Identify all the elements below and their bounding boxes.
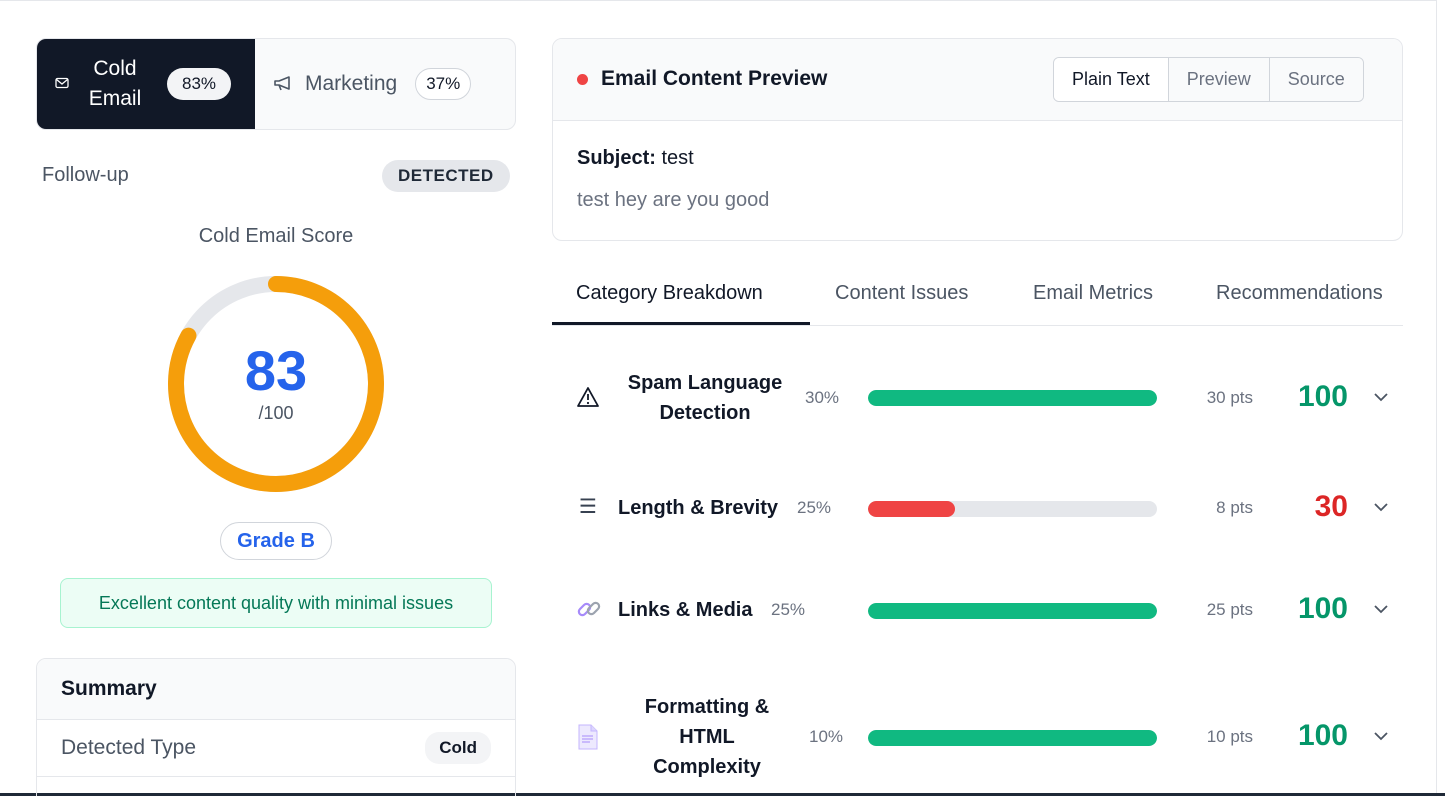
type-option-percent: 37% — [415, 68, 472, 100]
category-row[interactable]: Links & Media 25% 25 pts 100 — [552, 580, 1403, 640]
list-icon: ☰ — [579, 496, 597, 518]
followup-status-badge: DETECTED — [382, 160, 510, 192]
category-weight: 25% — [771, 600, 806, 619]
category-weight: 10% — [809, 727, 844, 746]
category-progress-fill — [868, 603, 1157, 619]
status-dot — [577, 74, 588, 85]
category-name: Length & Brevity — [618, 497, 779, 519]
category-weight: 30% — [805, 388, 840, 407]
summary-row-value: Cold — [425, 732, 491, 764]
chevron-down-icon[interactable] — [1373, 496, 1389, 517]
category-row[interactable]: ☰ Length & Brevity 25% 8 pts 30 — [552, 478, 1403, 538]
category-name: Links & Media — [618, 599, 753, 621]
score-value: 83 — [244, 339, 308, 402]
category-progress-track — [868, 730, 1157, 746]
score-gauge — [168, 276, 384, 492]
category-progress-track — [868, 390, 1157, 406]
category-row[interactable]: Formatting & HTML Complexity 10% 10 pts … — [552, 690, 1403, 786]
active-tab-indicator — [552, 322, 810, 325]
score-title: Cold Email Score — [198, 225, 354, 247]
email-subject: Subject: test — [577, 147, 694, 170]
category-name: Spam Language Detection — [627, 372, 783, 424]
type-option-label: Marketing — [305, 72, 398, 95]
category-score: 100 — [1297, 719, 1348, 752]
view-mode-toggle: Plain Text Preview Source — [1053, 57, 1364, 102]
category-points: 25 pts — [1206, 600, 1253, 619]
category-score: 30 — [1314, 490, 1348, 523]
category-progress-fill — [868, 390, 1157, 406]
email-type-switch: Cold Email 83% Marketing 37% — [36, 38, 516, 130]
type-option-cold-email[interactable]: Cold Email 83% — [37, 39, 255, 129]
megaphone-icon — [273, 74, 291, 95]
summary-title: Summary — [37, 659, 515, 720]
tab-content-issues[interactable]: Content Issues — [835, 282, 969, 304]
view-source-button[interactable]: Source — [1268, 58, 1363, 101]
category-progress-fill — [868, 501, 955, 517]
email-body: test hey are you good — [577, 189, 770, 211]
email-preview-card: Email Content Preview Plain Text Preview… — [552, 38, 1403, 241]
tab-email-metrics[interactable]: Email Metrics — [1033, 282, 1154, 304]
category-points: 10 pts — [1206, 727, 1253, 746]
category-progress-track — [868, 603, 1157, 619]
summary-row: Detected Type Cold — [37, 720, 515, 777]
category-row[interactable]: Spam Language Detection 30% 30 pts 100 — [552, 358, 1403, 438]
tab-recommendations[interactable]: Recommendations — [1216, 282, 1383, 304]
envelope-icon — [55, 76, 73, 92]
view-plain-text-button[interactable]: Plain Text — [1054, 58, 1168, 101]
type-option-percent: 83% — [167, 68, 232, 100]
summary-card: Summary Detected Type Cold — [36, 658, 516, 796]
grade-badge: Grade B — [220, 522, 332, 560]
chevron-down-icon[interactable] — [1373, 598, 1389, 619]
summary-row-key: Detected Type — [61, 736, 197, 759]
category-progress-track — [868, 501, 1157, 517]
category-name: Formatting & HTML Complexity — [644, 696, 770, 778]
link-icon — [576, 596, 601, 628]
window-top-border — [0, 0, 1436, 1]
email-preview-title: Email Content Preview — [601, 67, 828, 90]
score-gauge-fill — [168, 276, 384, 492]
category-progress-fill — [868, 730, 1157, 746]
warning-icon — [576, 386, 600, 414]
followup-label: Follow-up — [42, 164, 129, 186]
email-preview-header: Email Content Preview Plain Text Preview… — [553, 39, 1402, 121]
subject-label: Subject: — [577, 147, 656, 169]
document-icon — [576, 724, 600, 756]
quality-message: Excellent content quality with minimal i… — [60, 578, 492, 628]
category-points: 30 pts — [1206, 388, 1253, 407]
chevron-down-icon[interactable] — [1373, 386, 1389, 407]
tab-category-breakdown[interactable]: Category Breakdown — [576, 282, 763, 304]
score-max: /100 — [258, 403, 294, 423]
chevron-down-icon[interactable] — [1373, 725, 1389, 746]
category-points: 8 pts — [1216, 498, 1253, 517]
window-bottom-border — [0, 793, 1445, 796]
category-weight: 25% — [797, 498, 832, 517]
type-option-label: Cold Email — [88, 57, 142, 110]
category-score: 100 — [1297, 380, 1348, 413]
subject-value: test — [661, 147, 694, 169]
analysis-tabs: Category Breakdown Content Issues Email … — [552, 262, 1403, 326]
view-preview-button[interactable]: Preview — [1167, 58, 1269, 101]
window-right-border — [1436, 0, 1437, 796]
category-score: 100 — [1297, 592, 1348, 625]
type-option-marketing[interactable]: Marketing 37% — [255, 39, 515, 129]
